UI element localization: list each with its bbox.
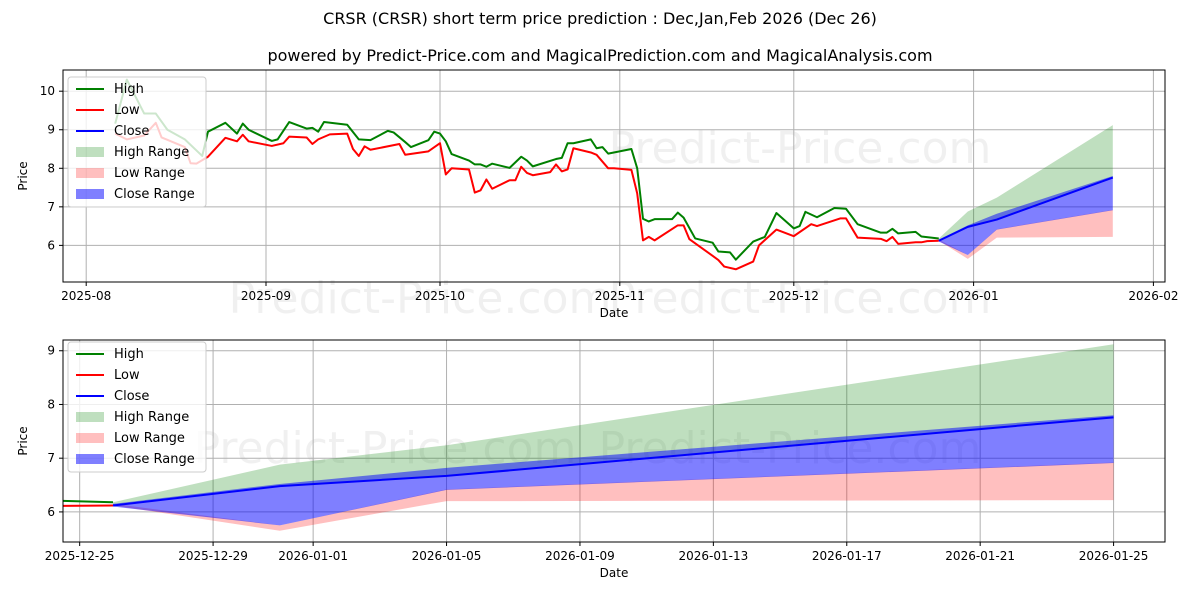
- low-range-band: [938, 209, 1113, 259]
- legend-swatch-close-range: [76, 189, 104, 199]
- x-tick-label: 2025-12: [769, 289, 819, 303]
- y-tick-label: 9: [47, 123, 55, 137]
- y-tick-label: 9: [47, 344, 55, 358]
- close-range-band: [938, 176, 1113, 256]
- legend-label: High: [114, 347, 144, 362]
- close-line: [112, 416, 1114, 507]
- x-tick-label: 2026-01-01: [278, 549, 348, 563]
- x-tick-label: 2025-11: [595, 289, 645, 303]
- legend-label: Close: [114, 124, 149, 139]
- chart-title: CRSR (CRSR) short term price prediction …: [323, 9, 877, 28]
- chart-panel-2: Predict-Price.comPredict-Price.com2025-1…: [16, 339, 1166, 580]
- legend: High Low Close High Range Low Range Close Ran…: [67, 76, 207, 208]
- y-tick-label: 10: [40, 84, 55, 98]
- y-axis-label: Price: [16, 161, 30, 190]
- legend-label: Low Range: [114, 431, 185, 446]
- x-tick-label: 2026-01-05: [412, 549, 482, 563]
- close-range-band: [113, 415, 1114, 526]
- y-tick-label: 7: [47, 200, 55, 214]
- legend-label: Low: [114, 368, 140, 383]
- legend-label: Low: [114, 103, 140, 118]
- y-tick-label: 6: [47, 505, 55, 519]
- chart-panel-1: Predict-Price.comPredict-Price.comPredic…: [16, 69, 1178, 324]
- legend-label: Close: [114, 389, 149, 404]
- x-tick-label: 2026-02: [1128, 289, 1178, 303]
- x-axis-label: Date: [600, 566, 629, 580]
- legend-label: High Range: [114, 145, 189, 160]
- legend: High Low Close High Range Low Range Close Ran…: [67, 341, 207, 473]
- x-tick-label: 2025-10: [415, 289, 465, 303]
- x-tick-label: 2026-01-09: [545, 549, 615, 563]
- high-range-band: [938, 125, 1113, 241]
- legend-label: High: [114, 82, 144, 97]
- x-tick-label: 2026-01-17: [812, 549, 882, 563]
- x-tick-label: 2026-01-21: [945, 549, 1015, 563]
- low-line: [114, 121, 939, 271]
- x-tick-label: 2025-12-29: [178, 549, 248, 563]
- legend-label: High Range: [114, 410, 189, 425]
- y-tick-label: 8: [47, 161, 55, 175]
- legend-label: Close Range: [114, 452, 195, 467]
- legend-swatch-close-range: [76, 454, 104, 464]
- x-tick-label: 2026-01-13: [678, 549, 748, 563]
- legend-label: Close Range: [114, 187, 195, 202]
- close-line: [938, 176, 1114, 242]
- plot-area: [63, 344, 1114, 531]
- legend-label: Low Range: [114, 166, 185, 181]
- legend-swatch-high-range: [76, 412, 104, 422]
- axes-frame: [62, 339, 1166, 543]
- high-line: [114, 78, 939, 261]
- y-tick-label: 6: [47, 238, 55, 252]
- x-tick-label: 2026-01: [949, 289, 999, 303]
- axes-frame: [62, 69, 1166, 283]
- y-axis-label: Price: [16, 426, 30, 455]
- watermark: Predict-Price.com: [609, 123, 992, 174]
- high-range-band: [113, 344, 1114, 506]
- plot-area: [114, 78, 1114, 271]
- x-tick-label: 2026-01-25: [1079, 549, 1149, 563]
- chart-subtitle: powered by Predict-Price.com and Magical…: [267, 46, 933, 65]
- low-range-band: [113, 462, 1114, 531]
- y-tick-label: 7: [47, 451, 55, 465]
- x-tick-label: 2025-12-25: [45, 549, 115, 563]
- legend-swatch-low-range: [76, 168, 104, 178]
- x-tick-label: 2025-09: [241, 289, 291, 303]
- x-axis-label: Date: [600, 306, 629, 320]
- legend-swatch-low-range: [76, 433, 104, 443]
- legend-swatch-high-range: [76, 147, 104, 157]
- y-tick-label: 8: [47, 397, 55, 411]
- x-tick-label: 2025-08: [61, 289, 111, 303]
